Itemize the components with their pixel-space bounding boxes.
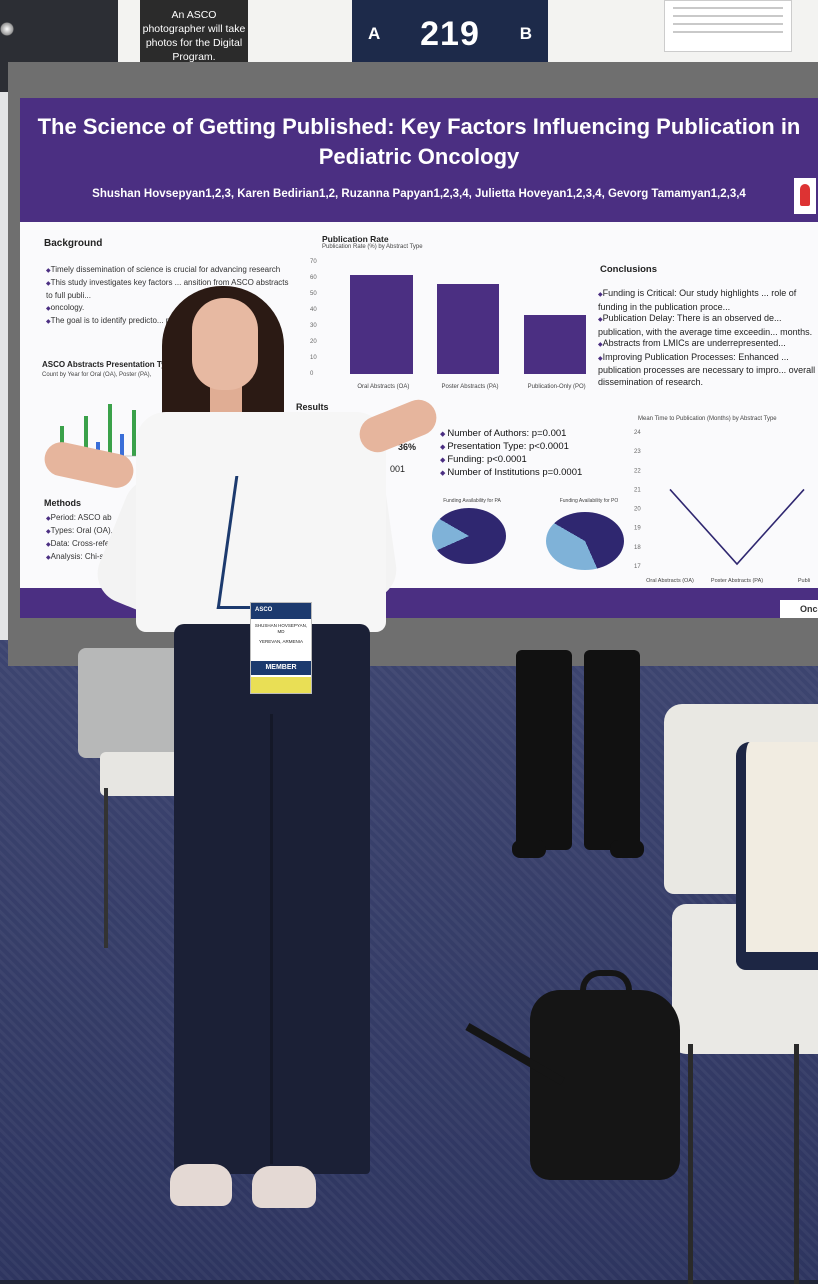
publication-rate-heading: Publication Rate: [322, 234, 389, 244]
y-tick-label: 10: [310, 355, 317, 361]
publication-rate-legend: Publication Rate (%) by Abstract Type: [322, 244, 423, 250]
bar: [523, 314, 587, 374]
presenter-shirt: [136, 412, 386, 632]
publication-rate-chart: 70 60 50 40 30 20 10 0 Oral Abstracts (OA) Poster…: [310, 248, 600, 398]
poster-title: The Science of Getting Published: Key Fa…: [37, 114, 801, 169]
presenter-hand-left: [41, 439, 137, 491]
abstract-types-heading: ASCO Abstracts Presentation Types: [42, 360, 180, 369]
background-item: Timely dissemination of science is cruci…: [46, 264, 296, 277]
conclusions-list: Funding is Critical: Our study highlight…: [598, 288, 818, 388]
conclusions-heading: Conclusions: [600, 264, 658, 275]
presenter-shoe: [252, 1166, 316, 1208]
results-partial-percent: 36%: [398, 442, 417, 452]
result-item: Number of Institutions p=0.0001: [440, 467, 582, 480]
funding-po-caption: Funding Availability for PO: [559, 498, 619, 504]
y-tick-label: 19: [634, 526, 641, 532]
y-tick-label: 30: [310, 323, 317, 329]
background-item: The goal is to identify predicto... publ…: [46, 315, 296, 328]
background-list: Timely dissemination of science is cruci…: [46, 264, 296, 328]
background-visitor-legs: [512, 650, 646, 870]
result-item: Presentation Type: p<0.0001: [440, 441, 582, 454]
poster-authors: Shushan Hovsepyan1,2,3, Karen Bedirian1,…: [92, 188, 746, 200]
board-side-b: B: [519, 24, 532, 43]
y-tick-label: 17: [634, 564, 641, 570]
methods-heading: Methods: [44, 498, 81, 508]
methods-item: Types: Oral (OA),: [46, 525, 146, 538]
result-item: Funding: p<0.0001: [440, 454, 582, 467]
x-tick-label: Poster Abstracts (PA): [711, 578, 763, 584]
results-heading: Results: [296, 402, 329, 412]
sign-paper: [664, 0, 792, 52]
poster-header: The Science of Getting Published: Key Fa…: [20, 98, 818, 222]
y-tick-label: 23: [634, 449, 641, 455]
results-partial-p: 001: [390, 464, 406, 474]
y-tick-label: 21: [634, 487, 641, 493]
y-tick-label: 60: [310, 275, 317, 281]
y-tick-label: 50: [310, 291, 317, 297]
background-item: This study investigates key factors ... …: [46, 277, 296, 302]
time-chart-legend: Mean Time to Publication (Months) by Abs…: [638, 416, 777, 422]
presenter-hand-right: [354, 394, 442, 458]
presenter-pants: [174, 624, 370, 1174]
methods-list: Period: ASCO ab Types: Oral (OA), Data: …: [46, 512, 146, 564]
badge-location: YEREVAN, ARMENIA: [259, 639, 303, 644]
y-tick-label: 20: [634, 507, 641, 513]
time-to-publication-chart: 24 23 22 21 20 19 18 17 Oral Abstracts (OA) Poste…: [634, 430, 810, 584]
board-number-plate: A 219 B: [352, 0, 548, 68]
y-tick-label: 18: [634, 545, 641, 551]
footer-logo: Onco: [780, 600, 818, 618]
badge-ribbon: [251, 677, 311, 693]
board-number: 219: [420, 14, 480, 53]
abstract-types-legend: Count by Year for Oral (OA), Poster (PA)…: [42, 372, 152, 378]
x-tick-label: Oral Abstracts (OA): [646, 578, 694, 584]
y-tick-label: 70: [310, 259, 317, 265]
background-heading: Background: [44, 238, 103, 249]
badge-name: SHUSHAN HOVSEPYAN, MD: [254, 623, 308, 634]
conclusion-item: Abstracts from LMICs are underrepresente…: [598, 338, 818, 352]
funding-pa-caption: Funding Availability for PA: [443, 498, 501, 504]
rocket-logo-icon: [794, 178, 816, 214]
methods-item: Analysis: Chi-squ: [46, 551, 146, 564]
methods-item: Period: ASCO ab: [46, 512, 146, 525]
x-tick-label: Poster Abstracts (PA): [441, 384, 499, 390]
badge-org: ASCO: [251, 603, 311, 619]
x-tick-label: Oral Abstracts (OA): [357, 384, 410, 390]
presenter: ASCO SHUSHAN HOVSEPYAN, MD YEREVAN, ARME…: [40, 280, 442, 1220]
tote-bag: [736, 742, 818, 970]
y-tick-label: 0: [310, 371, 314, 377]
chair-left: [78, 648, 188, 948]
y-tick-label: 20: [310, 339, 317, 345]
y-tick-label: 22: [634, 468, 641, 474]
y-tick-label: 24: [634, 430, 641, 436]
series-line: [669, 488, 805, 566]
bar: [350, 274, 413, 374]
x-tick-label: Publication-Only (PO): [527, 384, 586, 390]
name-badge: ASCO SHUSHAN HOVSEPYAN, MD YEREVAN, ARME…: [250, 602, 312, 694]
presenter-face: [192, 298, 258, 390]
background-item: oncology.: [46, 302, 296, 315]
ceiling-light: [0, 22, 14, 36]
result-item: Number of Authors: p=0.001: [440, 428, 582, 441]
conclusion-item: Improving Publication Processes: Enhance…: [598, 352, 818, 389]
funding-pa-pie: [432, 508, 506, 564]
photographer-notice: An ASCO photographer will take photos fo…: [140, 0, 248, 63]
y-tick-label: 40: [310, 307, 317, 313]
presenter-shoe: [170, 1164, 232, 1206]
backpack: [465, 970, 680, 1180]
results-list: Number of Authors: p=0.001 Presentation …: [440, 428, 582, 480]
research-poster: The Science of Getting Published: Key Fa…: [20, 98, 818, 618]
conclusion-item: Funding is Critical: Our study highlight…: [598, 288, 818, 313]
board-side-a: A: [368, 24, 381, 43]
x-tick-label: Publi: [798, 578, 810, 584]
funding-po-pie: [546, 512, 624, 570]
methods-item: Data: Cross-refere: [46, 538, 146, 551]
badge-member-label: MEMBER: [251, 661, 311, 675]
bar: [437, 284, 500, 374]
conclusion-item: Publication Delay: There is an observed …: [598, 313, 818, 338]
